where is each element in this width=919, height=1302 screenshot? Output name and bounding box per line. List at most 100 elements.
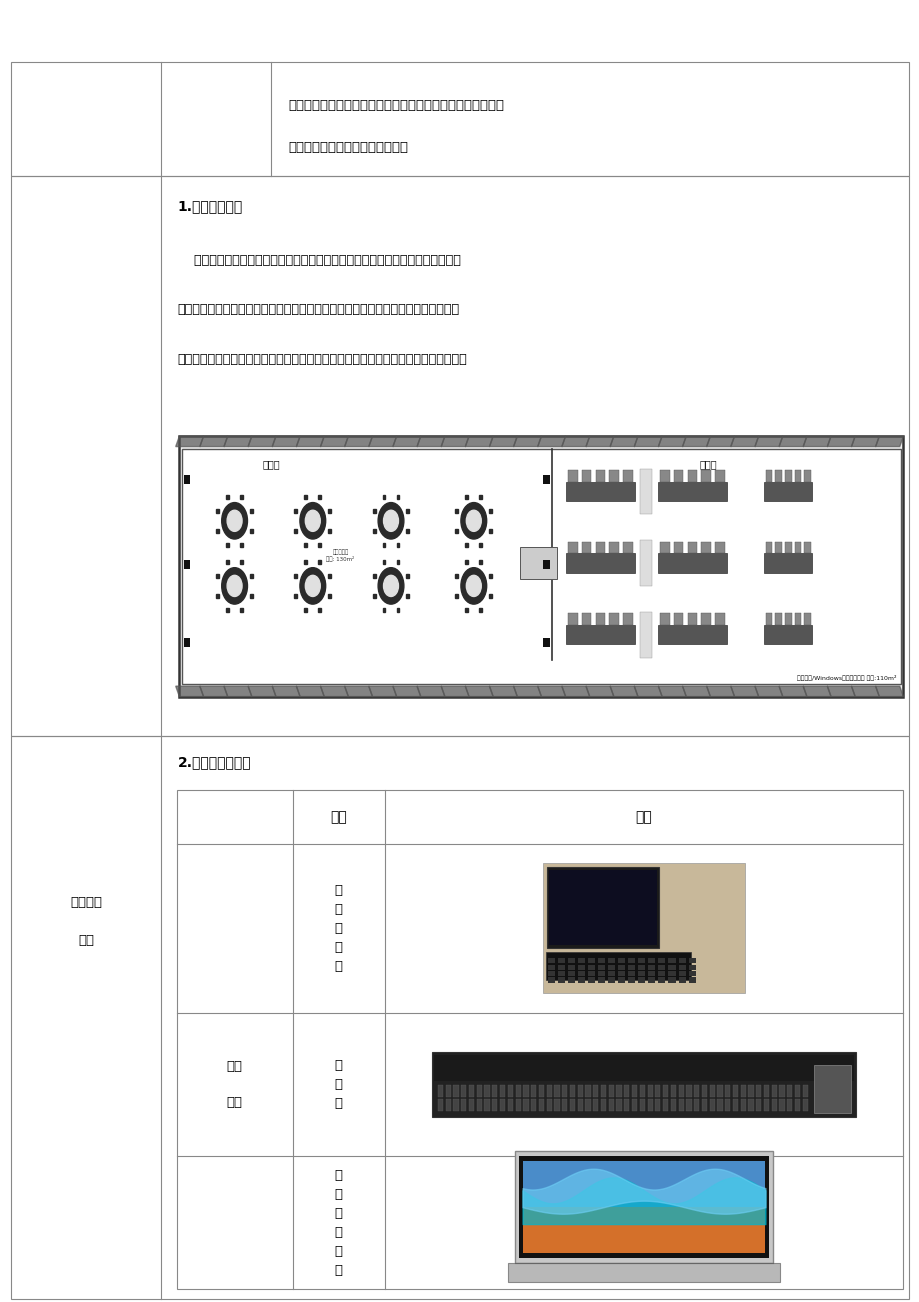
Bar: [522, 1207, 765, 1253]
Polygon shape: [392, 686, 420, 697]
Bar: [569, 1099, 574, 1111]
Bar: [515, 1151, 772, 1263]
Bar: [657, 482, 726, 501]
Bar: [794, 542, 800, 553]
Bar: [616, 1085, 621, 1096]
Polygon shape: [537, 436, 565, 447]
Bar: [515, 1085, 520, 1096]
Bar: [455, 529, 458, 533]
Bar: [568, 965, 574, 970]
Bar: [631, 1099, 637, 1111]
Polygon shape: [248, 436, 276, 447]
Bar: [479, 608, 482, 612]
Bar: [226, 543, 229, 547]
Bar: [803, 542, 811, 553]
Bar: [546, 1099, 551, 1111]
Bar: [240, 495, 243, 499]
Bar: [654, 1085, 660, 1096]
Bar: [578, 971, 584, 976]
Bar: [179, 436, 902, 697]
Bar: [304, 543, 307, 547]
Bar: [558, 958, 565, 963]
Text: 2.硬件及软件资源: 2.硬件及软件资源: [177, 755, 251, 769]
Circle shape: [300, 568, 325, 604]
Bar: [597, 978, 605, 983]
Bar: [658, 971, 664, 976]
Bar: [794, 1099, 800, 1111]
Bar: [732, 1099, 737, 1111]
Circle shape: [227, 575, 242, 596]
Bar: [479, 495, 482, 499]
Polygon shape: [730, 436, 758, 447]
Bar: [11, 176, 908, 736]
Bar: [547, 867, 658, 948]
Bar: [546, 1085, 551, 1096]
Bar: [226, 560, 229, 564]
Bar: [406, 594, 409, 598]
Bar: [523, 1099, 528, 1111]
Bar: [250, 574, 253, 578]
Polygon shape: [176, 436, 203, 447]
Bar: [678, 978, 685, 983]
Bar: [693, 1099, 698, 1111]
Text: 准备: 准备: [78, 934, 94, 947]
Polygon shape: [345, 436, 372, 447]
Polygon shape: [369, 686, 396, 697]
Bar: [318, 495, 321, 499]
Bar: [638, 971, 645, 976]
Bar: [558, 978, 565, 983]
Bar: [607, 965, 615, 970]
Bar: [568, 958, 574, 963]
Bar: [568, 971, 574, 976]
Text: 结合工学一体化的教学理念，给学生提供优越的实习环境，根据专业特点及一体: 结合工学一体化的教学理念，给学生提供优越的实习环境，根据专业特点及一体: [177, 254, 460, 267]
Bar: [765, 542, 772, 553]
Bar: [794, 470, 800, 482]
Bar: [250, 509, 253, 513]
Bar: [663, 1085, 667, 1096]
Bar: [545, 952, 690, 980]
Bar: [654, 1099, 660, 1111]
Bar: [578, 965, 584, 970]
Polygon shape: [851, 436, 879, 447]
Bar: [434, 1055, 853, 1081]
Polygon shape: [875, 686, 902, 697]
Polygon shape: [513, 436, 541, 447]
Bar: [406, 574, 409, 578]
Bar: [802, 1099, 807, 1111]
Bar: [588, 978, 595, 983]
Polygon shape: [296, 436, 323, 447]
Polygon shape: [682, 436, 709, 447]
Bar: [803, 613, 811, 625]
Bar: [775, 613, 781, 625]
Bar: [318, 560, 321, 564]
Bar: [700, 613, 710, 625]
Bar: [250, 594, 253, 598]
Bar: [184, 638, 190, 647]
Bar: [382, 560, 385, 564]
Bar: [565, 625, 634, 644]
Bar: [595, 613, 605, 625]
Bar: [771, 1085, 776, 1096]
Bar: [548, 978, 555, 983]
Bar: [724, 1099, 730, 1111]
Bar: [638, 965, 645, 970]
Polygon shape: [778, 436, 806, 447]
Bar: [678, 958, 685, 963]
Circle shape: [383, 575, 398, 596]
Bar: [618, 958, 625, 963]
Circle shape: [383, 510, 398, 531]
Polygon shape: [441, 686, 469, 697]
Bar: [778, 1085, 784, 1096]
Polygon shape: [826, 436, 855, 447]
Bar: [581, 470, 591, 482]
Bar: [622, 470, 632, 482]
Bar: [500, 1085, 505, 1096]
Bar: [639, 469, 651, 514]
Bar: [539, 1085, 543, 1096]
Bar: [657, 553, 726, 573]
Polygon shape: [585, 686, 613, 697]
Bar: [657, 625, 726, 644]
Bar: [687, 971, 695, 976]
Bar: [659, 613, 669, 625]
Polygon shape: [609, 436, 637, 447]
